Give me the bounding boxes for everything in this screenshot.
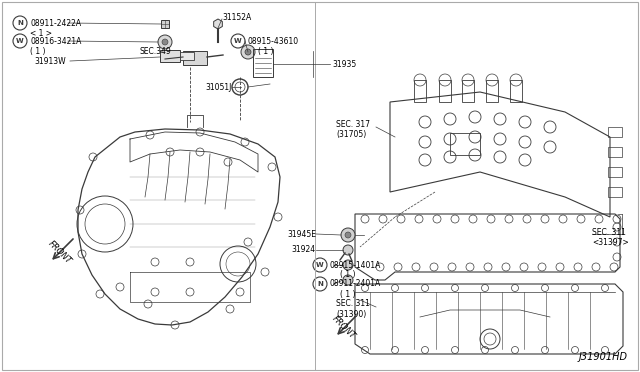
Text: SEC. 311: SEC. 311: [336, 299, 370, 308]
Circle shape: [158, 35, 172, 49]
Polygon shape: [214, 19, 222, 29]
Text: W: W: [234, 38, 242, 44]
Text: ( 1 ): ( 1 ): [340, 289, 355, 298]
Text: 08911-2422A: 08911-2422A: [30, 19, 81, 28]
Text: < 1 >: < 1 >: [30, 29, 52, 38]
Bar: [608, 127, 622, 137]
Bar: [160, 50, 180, 62]
Text: 31152A: 31152A: [222, 13, 252, 22]
Text: N: N: [317, 281, 323, 287]
Text: 31924: 31924: [292, 246, 316, 254]
Bar: [161, 20, 169, 28]
Text: FRONT: FRONT: [331, 314, 357, 340]
Text: ( 1 ): ( 1 ): [340, 270, 355, 279]
Text: 31945E: 31945E: [287, 230, 316, 238]
Text: SEC. 311: SEC. 311: [592, 228, 626, 237]
Text: 08916-3421A: 08916-3421A: [30, 36, 81, 45]
Bar: [486, 80, 498, 102]
Text: 08915-1401A: 08915-1401A: [330, 260, 381, 269]
Text: FRONT: FRONT: [47, 239, 74, 265]
Text: 31051J: 31051J: [205, 83, 232, 92]
Bar: [439, 80, 451, 102]
Text: (31705): (31705): [336, 129, 366, 138]
Text: SEC. 317: SEC. 317: [336, 119, 370, 128]
Circle shape: [245, 49, 251, 55]
Circle shape: [162, 39, 168, 45]
Text: SEC.349: SEC.349: [140, 46, 172, 55]
Bar: [450, 133, 480, 155]
Bar: [608, 147, 622, 157]
Text: <31397>: <31397>: [592, 237, 628, 247]
Text: ( 1 ): ( 1 ): [30, 46, 45, 55]
Bar: [180, 52, 194, 60]
Circle shape: [343, 275, 353, 285]
Text: 08911-2401A: 08911-2401A: [330, 279, 381, 289]
Bar: [510, 80, 522, 102]
Circle shape: [345, 232, 351, 238]
Text: 31913W: 31913W: [34, 57, 66, 65]
Bar: [608, 167, 622, 177]
Text: N: N: [17, 20, 23, 26]
Text: W: W: [316, 262, 324, 268]
Circle shape: [241, 45, 255, 59]
Circle shape: [341, 228, 355, 242]
Circle shape: [343, 260, 353, 270]
Text: (31390): (31390): [336, 310, 366, 318]
Text: J31901HD: J31901HD: [579, 352, 628, 362]
Bar: [183, 51, 207, 65]
Text: 31935: 31935: [332, 60, 356, 68]
Text: ( 1 ): ( 1 ): [258, 46, 273, 55]
Text: 08915-43610: 08915-43610: [248, 36, 299, 45]
Bar: [414, 80, 426, 102]
Circle shape: [343, 245, 353, 255]
Bar: [253, 49, 273, 77]
Bar: [608, 187, 622, 197]
Bar: [462, 80, 474, 102]
Text: W: W: [16, 38, 24, 44]
